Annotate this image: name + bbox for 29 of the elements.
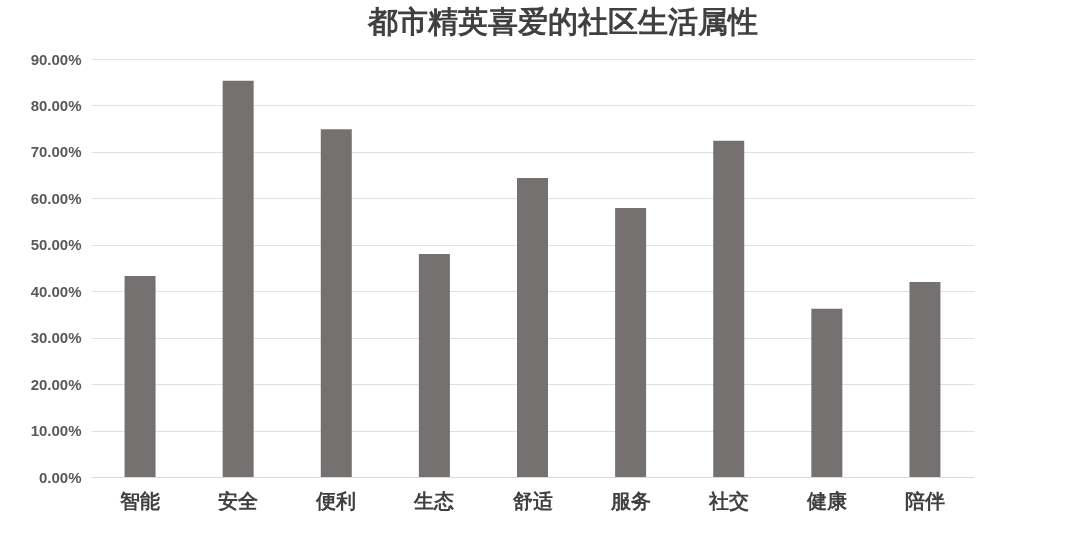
x-tick-label: 舒适: [511, 488, 553, 513]
y-tick-label: 0.00%: [38, 468, 82, 486]
x-tick-label: 健康: [805, 488, 848, 513]
bar: [909, 281, 941, 477]
x-tick-label: 生态: [413, 488, 455, 513]
y-tick-label: 60.00%: [30, 189, 82, 207]
chart-title: 都市精英喜爱的社区生活属性: [366, 4, 758, 39]
y-tick-label: 70.00%: [30, 143, 82, 161]
bar: [222, 80, 254, 477]
y-tick-label: 90.00%: [30, 50, 82, 68]
bar: [811, 308, 843, 477]
x-tick-label: 社交: [707, 488, 749, 513]
y-tick-label: 50.00%: [30, 236, 82, 254]
bar: [418, 254, 450, 477]
x-tick-label: 服务: [609, 488, 651, 513]
y-tick-label: 20.00%: [30, 375, 82, 393]
bar: [320, 129, 352, 477]
bar: [713, 140, 745, 477]
y-tick-label: 40.00%: [30, 282, 82, 300]
x-tick-label: 便利: [315, 488, 357, 513]
bar: [615, 208, 647, 477]
y-tick-label: 30.00%: [30, 329, 82, 347]
x-tick-label: 安全: [218, 488, 260, 513]
bar: [124, 275, 156, 477]
y-tick-label: 10.00%: [30, 422, 82, 440]
y-tick-label: 80.00%: [30, 96, 82, 114]
bar: [517, 177, 548, 477]
x-tick-label: 陪伴: [904, 488, 945, 513]
x-tick-label: 智能: [119, 488, 161, 513]
